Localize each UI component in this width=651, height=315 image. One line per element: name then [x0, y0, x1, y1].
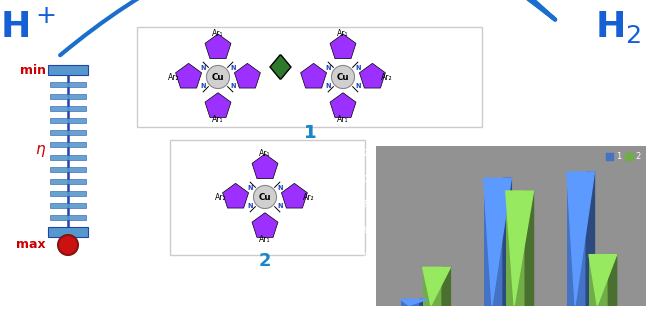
Polygon shape [270, 55, 291, 79]
Text: Cu: Cu [212, 72, 225, 82]
Text: N: N [201, 65, 206, 71]
Circle shape [331, 66, 355, 89]
Polygon shape [589, 255, 616, 306]
Bar [50, 142, 86, 147]
Text: N: N [326, 65, 331, 71]
Text: Ar₁: Ar₁ [259, 150, 271, 158]
Text: N: N [230, 83, 236, 89]
Polygon shape [567, 172, 594, 306]
Bar [422, 267, 442, 306]
Text: Cu: Cu [337, 72, 350, 82]
Polygon shape [525, 191, 534, 306]
Bar [400, 299, 420, 306]
Text: Ar₁: Ar₁ [212, 116, 224, 124]
Bar [50, 215, 86, 220]
Bar [589, 255, 608, 306]
Polygon shape [252, 213, 278, 238]
Text: 1: 1 [304, 124, 316, 142]
Polygon shape [608, 255, 616, 306]
FancyBboxPatch shape [170, 140, 365, 255]
Text: N: N [247, 203, 253, 209]
FancyBboxPatch shape [137, 27, 482, 127]
Text: $\eta$: $\eta$ [35, 143, 46, 159]
Polygon shape [223, 183, 249, 208]
Circle shape [58, 235, 78, 255]
Polygon shape [506, 191, 534, 306]
Circle shape [253, 186, 277, 209]
Bar [50, 155, 86, 160]
Text: Ar₁: Ar₁ [259, 236, 271, 244]
Text: 1: 1 [304, 124, 316, 142]
Circle shape [206, 66, 230, 89]
Polygon shape [176, 63, 202, 88]
Bar [506, 191, 525, 306]
Polygon shape [420, 299, 428, 306]
Polygon shape [330, 34, 356, 59]
Bar [48, 65, 88, 75]
Bar [50, 179, 86, 184]
Bar [50, 227, 86, 232]
Bar [48, 227, 88, 237]
Polygon shape [205, 93, 231, 117]
Bar [567, 172, 586, 306]
Bar [50, 82, 86, 87]
Text: N: N [355, 83, 361, 89]
Polygon shape [205, 34, 231, 59]
Bar [50, 130, 86, 135]
Text: N: N [230, 65, 236, 71]
Bar [50, 94, 86, 99]
Legend: 1, 2: 1, 2 [604, 151, 643, 163]
Text: H$_2$: H$_2$ [595, 9, 641, 45]
Text: N: N [277, 203, 283, 209]
Polygon shape [586, 172, 594, 306]
Bar [484, 178, 503, 306]
Polygon shape [503, 178, 511, 306]
Bar [50, 118, 86, 123]
Text: N: N [247, 185, 253, 191]
Polygon shape [400, 299, 428, 306]
Text: 2: 2 [258, 252, 271, 270]
Polygon shape [359, 63, 385, 88]
Text: H$^+$: H$^+$ [0, 10, 56, 44]
Bar [50, 167, 86, 172]
Text: Ar₂: Ar₂ [215, 192, 227, 202]
Polygon shape [422, 267, 450, 306]
Text: N: N [277, 185, 283, 191]
Bar [50, 70, 86, 75]
Text: Ar₁: Ar₁ [212, 30, 224, 38]
Polygon shape [281, 183, 307, 208]
Text: Ar₂: Ar₂ [168, 72, 180, 82]
Bar [50, 191, 86, 196]
Text: Cu: Cu [258, 192, 271, 202]
Text: Ar₁: Ar₁ [337, 30, 349, 38]
Text: Ar₁: Ar₁ [337, 116, 349, 124]
Polygon shape [234, 63, 260, 88]
Polygon shape [252, 154, 278, 179]
Text: Ar₂: Ar₂ [381, 72, 393, 82]
Polygon shape [442, 267, 450, 306]
Bar [50, 106, 86, 111]
Text: min: min [20, 65, 46, 77]
Polygon shape [484, 178, 511, 306]
Text: max: max [16, 238, 46, 251]
Text: Ar₂: Ar₂ [303, 192, 315, 202]
Bar [50, 203, 86, 208]
Polygon shape [301, 63, 327, 88]
Text: N: N [326, 83, 331, 89]
Text: N: N [201, 83, 206, 89]
Polygon shape [330, 93, 356, 117]
Text: N: N [355, 65, 361, 71]
